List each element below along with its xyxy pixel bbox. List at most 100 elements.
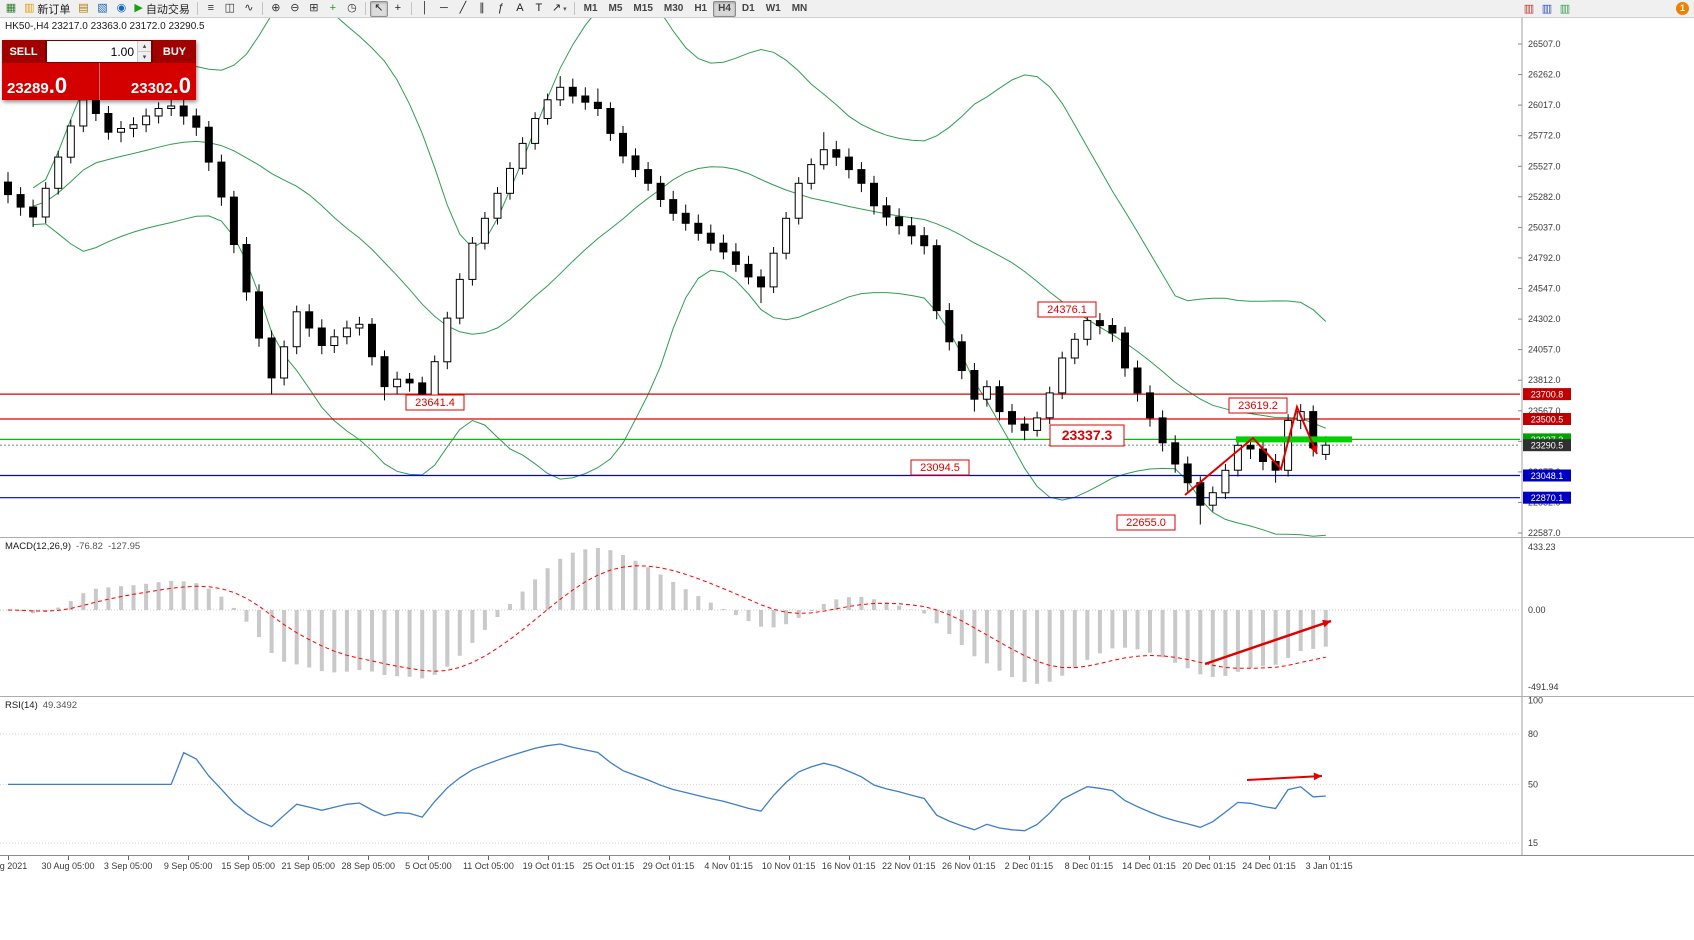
timeframe-M5-button[interactable]: M5 (604, 1, 628, 17)
bollinger-lower-band (33, 215, 1326, 537)
svg-text:50: 50 (1528, 779, 1538, 789)
macd-trend-arrow[interactable] (1204, 619, 1332, 666)
panel-separator[interactable] (0, 696, 1694, 697)
price-label-23641.4[interactable]: 23641.4 (405, 394, 465, 411)
svg-text:80: 80 (1528, 729, 1538, 739)
tile-windows-icon[interactable]: ⊞ (305, 1, 323, 17)
time-axis-label: 24 Dec 01:15 (1242, 861, 1296, 871)
svg-text:100: 100 (1528, 697, 1543, 705)
panel-separator[interactable] (0, 537, 1694, 538)
zoom-in-icon[interactable]: ⊕ (267, 1, 285, 17)
zoom-out-icon[interactable]: ⊖ (286, 1, 304, 17)
candles (4, 76, 1330, 525)
time-tick (788, 856, 790, 860)
svg-text:24792.0: 24792.0 (1528, 253, 1561, 263)
rsi-trend-arrow[interactable] (1246, 772, 1323, 781)
fibonacci-icon[interactable]: ƒ (492, 1, 510, 17)
market-watch-icon[interactable]: ▧ (93, 1, 111, 17)
volume-down-button[interactable]: ▾ (138, 52, 151, 62)
support-highlight-bar[interactable] (1236, 436, 1352, 443)
label-icon[interactable]: T (530, 1, 548, 17)
text-icon[interactable]: A (511, 1, 529, 17)
timeframe-H1-button[interactable]: H1 (689, 1, 712, 17)
svg-text:25772.0: 25772.0 (1528, 131, 1561, 141)
cursor-icon[interactable]: ↖ (369, 0, 388, 17)
shapes-icon-icon: ↗ (551, 2, 562, 14)
timeframe-D1-button[interactable]: D1 (737, 1, 760, 17)
timeframe-W1-button[interactable]: W1 (761, 1, 786, 17)
vertical-line-icon[interactable]: │ (416, 1, 434, 17)
indicators-icon[interactable]: + (324, 1, 342, 17)
svg-text:26507.0: 26507.0 (1528, 39, 1561, 49)
candlestick-icon-icon: ◫ (224, 2, 236, 14)
time-tick (548, 856, 550, 860)
periods-icon-icon: ◷ (347, 2, 357, 14)
bollinger-bands (32, 18, 1327, 537)
data-window-icon-icon: ◉ (116, 2, 127, 14)
toolbar-separator (196, 2, 198, 15)
svg-text:24057.0: 24057.0 (1528, 345, 1561, 355)
time-axis-label: 3 Jan 01:15 (1305, 861, 1353, 871)
chart-red-button[interactable]: ▥ (1520, 1, 1538, 17)
rsi-value: 49.3492 (42, 700, 78, 711)
sell-button[interactable]: SELL (2, 40, 46, 63)
price-label-23337.3[interactable]: 23337.3 (1049, 424, 1125, 447)
time-axis-label: 2 Dec 01:15 (1004, 861, 1054, 871)
price-label-boxes: 24376.1 23641.4 23619.2 23337.3 23094.5 22655… (405, 301, 1288, 531)
new-order-button[interactable]: ▥ 新订单 (21, 1, 73, 17)
shapes-icon[interactable]: ↗ ▾ (549, 1, 570, 17)
time-tick (1028, 856, 1030, 860)
timeframe-M15-button[interactable]: M15 (628, 1, 657, 17)
svg-text:25282.0: 25282.0 (1528, 192, 1561, 202)
time-axis-label: 4 Nov 01:15 (704, 861, 753, 871)
crosshair-icon[interactable]: + (389, 1, 407, 17)
periods-icon[interactable]: ◷ (343, 1, 361, 17)
toolbar-separator (573, 2, 575, 15)
time-axis-label: 15 Sep 05:00 (221, 861, 275, 871)
svg-text:23641.4: 23641.4 (415, 397, 455, 409)
chart-blue-icon: ▥ (1541, 2, 1553, 15)
notification-badge[interactable]: 1 (1676, 2, 1689, 15)
timeframe-MN-button[interactable]: MN (787, 1, 813, 17)
autotrading-button[interactable]: ▶ 自动交易 (131, 1, 192, 17)
volume-up-button[interactable]: ▴ (138, 41, 151, 52)
svg-text:433.23: 433.23 (1528, 542, 1556, 552)
channel-icon-icon: ∥ (479, 2, 485, 14)
timeframe-H4-button[interactable]: H4 (713, 0, 736, 17)
buy-price[interactable]: 23302.0 (98, 63, 197, 100)
new-chart-icon[interactable]: ▦ (2, 1, 20, 17)
sell-price[interactable]: 23289.0 (2, 63, 99, 100)
chart-blue-button[interactable]: ▥ (1538, 1, 1556, 17)
text-icon-icon: A (516, 2, 524, 14)
time-axis-label: 30 Aug 05:00 (41, 861, 95, 871)
chart-green-button[interactable]: ▥ (1556, 1, 1574, 17)
svg-text:-491.94: -491.94 (1528, 682, 1559, 692)
tile-windows-icon-icon: ⊞ (309, 2, 319, 14)
data-window-icon[interactable]: ◉ (112, 1, 130, 17)
horizontal-line-icon[interactable]: ─ (435, 1, 453, 17)
timeframe-M1-button[interactable]: M1 (579, 1, 603, 17)
volume-input[interactable] (47, 41, 137, 62)
time-axis-label: 9 Sep 05:00 (163, 861, 213, 871)
svg-text:23290.5: 23290.5 (1531, 441, 1564, 451)
price-label-22655.0[interactable]: 22655.0 (1116, 514, 1176, 531)
svg-text:22655.0: 22655.0 (1126, 517, 1166, 529)
price-label-24376.1[interactable]: 24376.1 (1037, 301, 1097, 318)
line-chart-icon[interactable]: ∿ (240, 1, 258, 17)
svg-text:23700.8: 23700.8 (1531, 390, 1564, 400)
svg-text:23567.0: 23567.0 (1528, 406, 1561, 416)
channel-icon[interactable]: ∥ (473, 1, 491, 17)
price-label-23619.2[interactable]: 23619.2 (1228, 397, 1288, 414)
trendline-icon[interactable]: ╱ (454, 1, 472, 17)
trend-zigzag-arrow[interactable] (1184, 403, 1318, 496)
bollinger-upper-band (32, 18, 1327, 322)
autotrading-icon: ▶ (134, 2, 143, 14)
candlestick-icon[interactable]: ◫ (221, 1, 239, 17)
ohlc-bars-icon[interactable]: ≡ (202, 1, 220, 17)
price-label-23094.5[interactable]: 23094.5 (910, 459, 970, 476)
svg-text:22587.0: 22587.0 (1528, 528, 1561, 537)
print-icon[interactable]: ▤ (74, 1, 92, 17)
timeframe-M30-button[interactable]: M30 (659, 1, 688, 17)
buy-button[interactable]: BUY (152, 40, 196, 63)
svg-text:24376.1: 24376.1 (1047, 304, 1087, 316)
